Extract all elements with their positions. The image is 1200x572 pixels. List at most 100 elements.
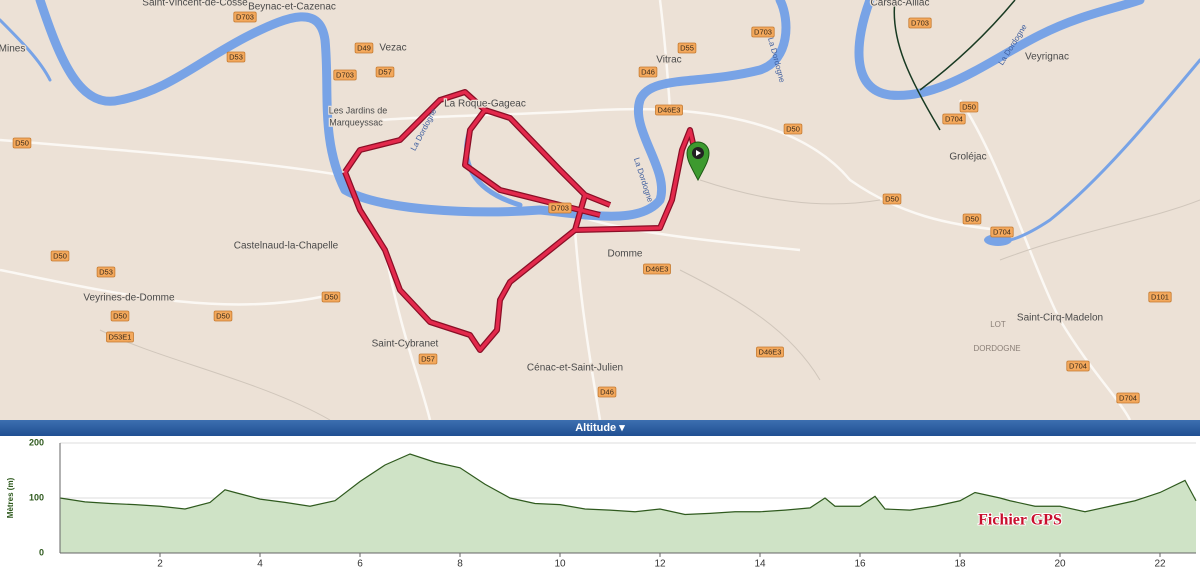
x-tick-label: 18 <box>954 559 966 570</box>
y-tick-label: 200 <box>29 437 44 447</box>
x-tick-label: 16 <box>854 559 866 570</box>
road-shield <box>375 66 395 78</box>
road-label: D46E3 <box>658 105 681 114</box>
road-label: D703 <box>911 18 929 27</box>
road-label: D50 <box>216 311 230 320</box>
map: Saint-Vincent-de-Cosse Beynac-et-Cazenac V… <box>0 0 1200 420</box>
road-label: D46 <box>641 67 655 76</box>
place-label: Marqueyssac <box>329 117 383 127</box>
start-marker <box>686 141 710 182</box>
region-label: DORDOGNE <box>973 344 1020 353</box>
railway <box>893 0 1016 131</box>
road-label: D53 <box>99 267 113 276</box>
road-shield <box>677 42 697 54</box>
road-label: D703 <box>336 70 354 79</box>
route <box>343 90 700 352</box>
road-shield <box>548 202 572 214</box>
altitude-area <box>60 454 1196 553</box>
place-label: Veyrignac <box>1025 52 1069 63</box>
road-label: D101 <box>1151 292 1169 301</box>
road-label: D46 <box>600 387 614 396</box>
road-shield <box>942 113 966 125</box>
place-label: Vezac <box>379 43 406 54</box>
y-tick-label: 100 <box>29 492 44 502</box>
road-label: D50 <box>113 311 127 320</box>
road-label: D704 <box>993 227 1011 236</box>
road-shield <box>321 291 341 303</box>
road-label: D703 <box>551 203 569 212</box>
x-tick-label: 4 <box>257 559 263 570</box>
road-label: D50 <box>885 194 899 203</box>
road-label: D50 <box>324 292 338 301</box>
road-shield <box>643 263 671 275</box>
road-shield <box>50 250 70 262</box>
place-label: Saint-Cirq-Madelon <box>1017 313 1103 324</box>
place-label: Saint-Cybranet <box>372 339 439 350</box>
map-background <box>0 0 1200 420</box>
x-tick-label: 6 <box>357 559 363 570</box>
place-label: Beynac-et-Cazenac <box>248 2 336 13</box>
x-tick-label: 12 <box>654 559 666 570</box>
road-label: D46E3 <box>759 347 782 356</box>
minor-roads <box>99 179 1200 420</box>
road-label: D55 <box>680 43 694 52</box>
road-shield <box>226 51 246 63</box>
place-label: Groléjac <box>949 152 986 163</box>
place-label: Mines <box>0 44 25 55</box>
road-shield <box>783 123 803 135</box>
region-label: LOT <box>990 320 1006 329</box>
road-label: D50 <box>15 138 29 147</box>
road-label: D57 <box>421 354 435 363</box>
place-label: Vitrac <box>656 55 681 66</box>
road-label: D49 <box>357 43 371 52</box>
road-shield <box>1116 392 1140 404</box>
road-label: D50 <box>786 124 800 133</box>
place-label: Domme <box>607 249 642 260</box>
place-label: Cénac-et-Saint-Julien <box>527 363 623 374</box>
x-tick-label: 14 <box>754 559 766 570</box>
road-label: D53E1 <box>109 332 132 341</box>
road-label: D703 <box>236 12 254 21</box>
road-label: D704 <box>1119 393 1137 402</box>
road-shield <box>751 26 775 38</box>
road-shield <box>1066 360 1090 372</box>
road-shield <box>756 346 784 358</box>
place-label: Castelnaud-la-Chapelle <box>234 241 339 252</box>
place-label: Les Jardins de <box>329 105 388 115</box>
road-label: D703 <box>754 27 772 36</box>
y-tick-label: 0 <box>39 547 44 557</box>
altitude-title: Altitude <box>575 422 617 434</box>
y-axis-label: Mètres (m) <box>6 477 15 518</box>
road-shield <box>655 104 683 116</box>
road-label: D50 <box>53 251 67 260</box>
road-label: D46E3 <box>646 264 669 273</box>
road-shield <box>959 101 979 113</box>
road-shield <box>354 42 374 54</box>
road-shield <box>597 386 617 398</box>
road-shield <box>418 353 438 365</box>
road-shield <box>233 11 257 23</box>
place-label: La Roque-Gageac <box>444 99 526 110</box>
road-shield <box>1148 291 1172 303</box>
altitude-header[interactable]: Altitude ▾ <box>0 420 1200 436</box>
road-shield <box>12 137 32 149</box>
place-label: Carsac-Aillac <box>871 0 930 9</box>
road-shield <box>110 310 130 322</box>
road-shield <box>962 213 982 225</box>
roads <box>0 0 1132 420</box>
altitude-chart: 0 100 200 2 4 6 8 10 12 14 16 18 20 22 Mètres (m) Fichi… <box>6 437 1197 570</box>
road-shield <box>213 310 233 322</box>
road-shield <box>333 69 357 81</box>
x-tick-label: 2 <box>157 559 163 570</box>
altitude-line <box>59 453 1197 516</box>
road-shield <box>908 17 932 29</box>
x-tick-label: 10 <box>554 559 566 570</box>
x-tick-label: 20 <box>1054 559 1066 570</box>
road-shield <box>990 226 1014 238</box>
road-label: D704 <box>945 114 963 123</box>
road-shield <box>106 331 134 343</box>
x-tick-label: 22 <box>1154 559 1166 570</box>
road-label: D50 <box>965 214 979 223</box>
road-label: D57 <box>378 67 392 76</box>
